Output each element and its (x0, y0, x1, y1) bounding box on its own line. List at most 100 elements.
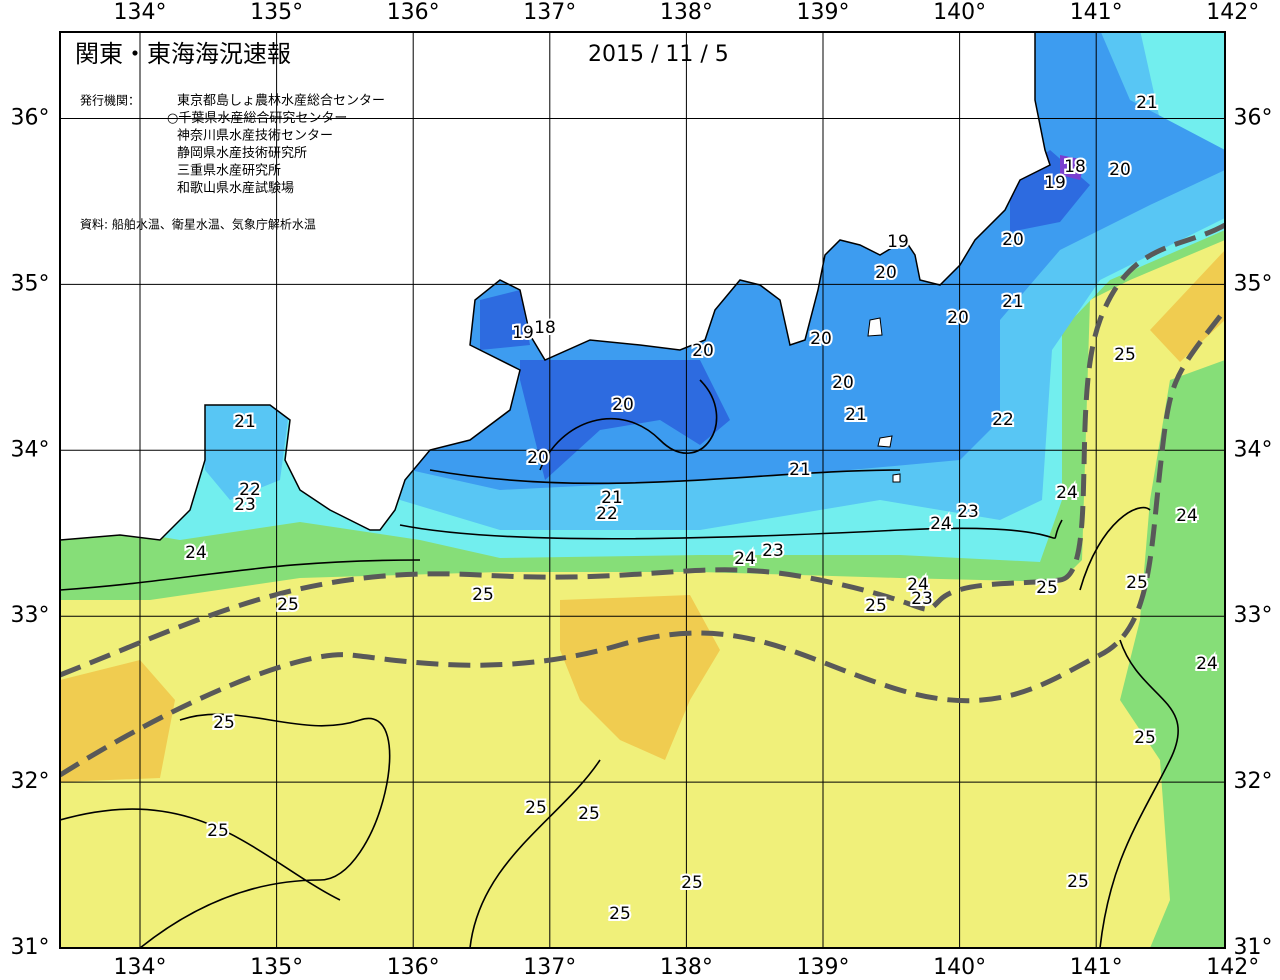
lon-label-bottom: 135° (250, 955, 303, 980)
contour-label: 24 (907, 575, 929, 595)
contour-label: 23 (957, 502, 979, 522)
contour-label: 25 (1036, 578, 1058, 598)
lon-label-bottom: 137° (523, 955, 576, 980)
lon-label-top: 139° (797, 0, 850, 25)
sea-darkblue (480, 150, 1090, 480)
lon-label-bottom: 141° (1070, 955, 1123, 980)
lat-label-right: 31° (1234, 935, 1273, 960)
contour-label: 20 (810, 329, 832, 349)
contour-label: 19 (1044, 173, 1066, 193)
contour-label: 25 (1134, 728, 1156, 748)
tick-labels: 134° 134° 135° 135° 136° 136° 137° 137° 138° 138°… (11, 0, 1273, 980)
lat-label-left: 35° (11, 271, 50, 296)
contour-label: 25 (207, 821, 229, 841)
contour-label: 20 (612, 395, 634, 415)
lon-label-top: 140° (933, 0, 986, 25)
issuer-label: 発行機関： (80, 93, 140, 108)
contour-label: 19 (512, 323, 534, 343)
lon-label-top: 137° (523, 0, 576, 25)
lat-label-left: 36° (11, 106, 50, 131)
date: 2015 / 11 / 5 (588, 42, 729, 67)
contour-label: 22 (596, 504, 618, 524)
lat-label-right: 35° (1234, 271, 1273, 296)
contour-label: 24 (185, 543, 207, 563)
lon-label-top: 141° (1070, 0, 1123, 25)
contour-label: 22 (239, 480, 261, 500)
contour-label: 25 (578, 804, 600, 824)
lon-label-top: 134° (114, 0, 167, 25)
contour-label: 25 (472, 585, 494, 605)
contour-label: 24 (1176, 506, 1198, 526)
contour-label: 20 (875, 263, 897, 283)
lon-label-bottom: 138° (660, 955, 713, 980)
land (60, 32, 1051, 541)
contour-label: 23 (762, 541, 784, 561)
islands (867, 317, 901, 483)
contour-label: 21 (789, 460, 811, 480)
lon-label-bottom: 142° (1206, 955, 1259, 980)
lat-label-left: 34° (11, 437, 50, 462)
contour-label: 25 (865, 596, 887, 616)
contour-label: 18 (1064, 157, 1086, 177)
contour-label: 24 (1196, 654, 1218, 674)
lat-label-right: 32° (1234, 769, 1273, 794)
contour-label: 22 (992, 410, 1014, 430)
isotherm (60, 379, 1179, 948)
lat-label-left: 33° (11, 603, 50, 628)
lat-label-right: 34° (1234, 437, 1273, 462)
contour-label: 25 (213, 713, 235, 733)
contour-label: 24 (734, 549, 756, 569)
contour-label: 19 (887, 232, 909, 252)
contour-label: 21 (845, 405, 867, 425)
contour-label: 25 (681, 873, 703, 893)
contour-label: 20 (832, 373, 854, 393)
contour-label: 20 (1109, 160, 1131, 180)
kuroshio-outer (60, 308, 1225, 778)
lon-label-top: 136° (387, 0, 440, 25)
contour-label: 20 (527, 448, 549, 468)
lat-label-left: 31° (11, 935, 50, 960)
lon-label-bottom: 134° (114, 955, 167, 980)
issuer: 三重県水産研究所 (177, 163, 281, 179)
lon-label-top: 138° (660, 0, 713, 25)
issuer: 静岡県水産技術研究所 (177, 145, 307, 161)
contour-label: 25 (525, 798, 547, 818)
issuers: 東京都島しょ農林水産総合センター○千葉県水産総合研究センター神奈川県水産技術セン… (167, 93, 385, 197)
lon-label-top: 142° (1206, 0, 1259, 25)
contour-label: 25 (1126, 573, 1148, 593)
contour-label: 24 (930, 514, 952, 534)
sea-orange (60, 250, 1225, 782)
map-frame (59, 31, 1226, 949)
contour-label: 21 (1002, 292, 1024, 312)
contour-label: 21 (1136, 93, 1158, 113)
lon-label-bottom: 140° (933, 955, 986, 980)
contour-label: 25 (1114, 345, 1136, 365)
issuer: 東京都島しょ農林水産総合センター (177, 93, 385, 109)
lon-label-bottom: 136° (387, 955, 440, 980)
contour-label: 21 (601, 488, 623, 508)
contour-label: 20 (692, 341, 714, 361)
contour-label: 25 (1067, 872, 1089, 892)
issuer: ○千葉県水産総合研究センター (167, 110, 347, 126)
contour-label: 25 (609, 904, 631, 924)
issuer: 和歌山県水産試験場 (177, 180, 294, 196)
source: 資料: 船舶水温、衛星水温、気象庁解析水温 (80, 217, 316, 232)
lat-label-right: 33° (1234, 603, 1273, 628)
contour-label: 23 (911, 589, 933, 609)
lat-label-left: 32° (11, 769, 50, 794)
lon-label-bottom: 139° (797, 955, 850, 980)
lon-label-top: 135° (250, 0, 303, 25)
contour-label: 25 (277, 595, 299, 615)
contour-label: 24 (1056, 483, 1078, 503)
issuer: 神奈川県水産技術センター (177, 128, 333, 144)
kuroshio-inner (60, 222, 1225, 678)
graticule (60, 32, 1225, 948)
contour-label: 20 (947, 308, 969, 328)
contour-label: 23 (234, 495, 256, 515)
title: 関東・東海海況速報 (75, 40, 291, 68)
contour-label: 18 (534, 318, 556, 338)
